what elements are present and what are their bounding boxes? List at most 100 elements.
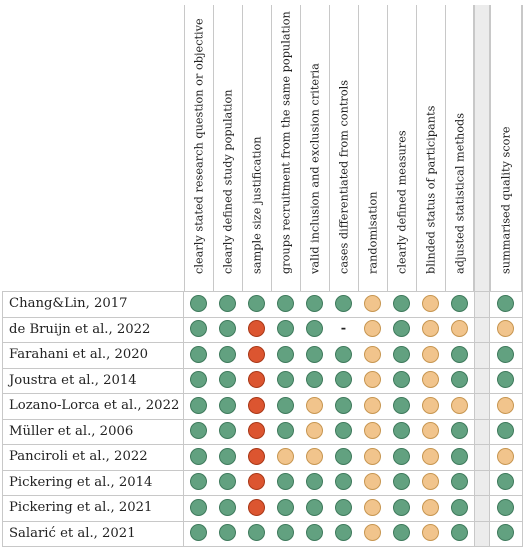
yellow-rating-dot — [450, 396, 468, 414]
column-header-7: randomisation — [358, 5, 387, 291]
green-rating-dot — [305, 371, 323, 389]
rating-cell — [358, 495, 387, 521]
separator-left-line — [474, 5, 475, 546]
rating-cell — [329, 342, 358, 368]
green-rating-dot — [189, 396, 207, 414]
rating-cell — [300, 393, 329, 419]
yellow-rating-dot — [497, 320, 514, 338]
green-rating-dot — [450, 473, 468, 491]
yellow-rating-dot — [421, 447, 439, 465]
row-divider — [2, 316, 523, 318]
table-bottom-border — [2, 546, 523, 547]
yellow-rating-dot — [363, 498, 381, 516]
yellow-rating-dot — [497, 396, 514, 414]
green-rating-dot — [218, 473, 236, 491]
green-rating-dot — [218, 524, 236, 542]
rating-cell — [490, 368, 522, 394]
rating-cell — [416, 419, 445, 445]
rating-cell — [445, 495, 474, 521]
rating-cell — [416, 521, 445, 547]
green-rating-dot — [392, 396, 410, 414]
rating-cell — [329, 521, 358, 547]
green-rating-dot — [218, 422, 236, 440]
column-header-label: clearly defined measures — [395, 130, 409, 274]
column-header-label: clearly stated research question or obje… — [192, 17, 206, 274]
green-rating-dot — [305, 473, 323, 491]
green-rating-dot — [497, 473, 514, 491]
green-rating-dot — [276, 524, 294, 542]
column-header-11: summarised quality score — [490, 5, 522, 291]
column-header-label: clearly defined study population — [221, 89, 235, 274]
rating-cell — [416, 470, 445, 496]
row-divider — [2, 418, 523, 420]
rating-cell — [213, 342, 242, 368]
rating-cell — [387, 470, 416, 496]
rating-cell — [358, 291, 387, 317]
column-header-4: groups recruitment from the same populat… — [271, 5, 300, 291]
column-header-label: blinded status of participants — [424, 105, 438, 274]
row-divider — [2, 520, 523, 522]
rating-cell — [387, 444, 416, 470]
study-label: de Bruijn et al., 2022 — [2, 316, 184, 342]
green-rating-dot — [450, 524, 468, 542]
green-rating-dot — [334, 524, 352, 542]
rating-cell — [445, 393, 474, 419]
green-rating-dot — [450, 294, 468, 312]
table-row: Salarić et al., 2021 — [2, 520, 523, 547]
green-rating-dot — [276, 473, 294, 491]
rating-cell — [329, 419, 358, 445]
yellow-rating-dot — [363, 524, 381, 542]
green-rating-dot — [189, 294, 207, 312]
rating-cell — [358, 342, 387, 368]
green-rating-dot — [392, 498, 410, 516]
rating-cell — [213, 444, 242, 470]
row-divider — [2, 393, 523, 394]
rating-cell — [213, 368, 242, 394]
rating-cell — [271, 317, 300, 343]
row-divider — [2, 367, 523, 369]
rating-cell — [445, 444, 474, 470]
green-rating-dot — [218, 447, 236, 465]
yellow-rating-dot — [497, 447, 514, 465]
not-applicable-dash: - — [340, 320, 347, 336]
column-header-2: clearly defined study population — [213, 5, 242, 291]
rating-cell — [271, 342, 300, 368]
table-row: Chang&Lin, 2017 — [2, 291, 523, 317]
rating-cell — [387, 393, 416, 419]
red-rating-dot — [247, 345, 265, 363]
green-rating-dot — [189, 345, 207, 363]
table-row: Lozano-Lorca et al., 2022 — [2, 393, 523, 419]
rating-cell — [445, 470, 474, 496]
rating-cell — [271, 444, 300, 470]
green-rating-dot — [392, 294, 410, 312]
rating-cell: - — [329, 317, 358, 343]
green-rating-dot — [305, 524, 323, 542]
rating-cell — [416, 368, 445, 394]
rating-cell — [445, 368, 474, 394]
yellow-rating-dot — [363, 371, 381, 389]
rating-cell — [242, 291, 271, 317]
rating-cell — [329, 495, 358, 521]
green-rating-dot — [392, 371, 410, 389]
rating-cell — [387, 521, 416, 547]
green-rating-dot — [334, 473, 352, 491]
yellow-rating-dot — [421, 473, 439, 491]
rating-cell — [445, 291, 474, 317]
green-rating-dot — [276, 320, 294, 338]
rating-cell — [184, 495, 213, 521]
rating-cell — [300, 444, 329, 470]
rating-cell — [329, 368, 358, 394]
yellow-rating-dot — [421, 320, 439, 338]
green-rating-dot — [450, 422, 468, 440]
rating-cell — [490, 317, 522, 343]
green-rating-dot — [497, 294, 514, 312]
rating-cell — [242, 419, 271, 445]
rating-cell — [490, 470, 522, 496]
rating-cell — [387, 419, 416, 445]
rating-cell — [387, 291, 416, 317]
column-header-1: clearly stated research question or obje… — [184, 5, 213, 291]
rating-cell — [242, 317, 271, 343]
column-header-label: adjusted statistical methods — [452, 112, 466, 274]
green-rating-dot — [189, 473, 207, 491]
rating-cell — [271, 495, 300, 521]
